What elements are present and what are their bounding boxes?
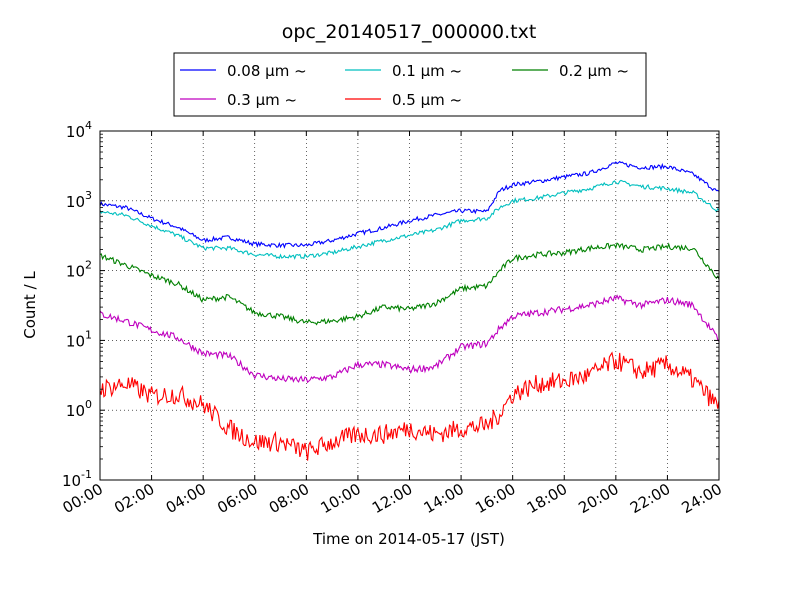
x-tick-label: 18:00 [524, 480, 570, 517]
axis-ticks [99, 130, 720, 481]
y-tick-label: 103 [66, 189, 92, 211]
y-tick-label: 104 [66, 119, 92, 141]
x-tick-label: 22:00 [627, 480, 673, 517]
legend: 0.08 μm ~ 0.1 μm ~ 0.2 μm ~ 0.3 μm ~ 0.5 μm … [173, 52, 647, 117]
x-tick-label: 20:00 [575, 480, 621, 517]
legend-label: 0.3 μm ~ [227, 91, 297, 109]
series-line [99, 294, 720, 384]
legend-label: 0.5 μm ~ [392, 91, 462, 109]
series-line [99, 179, 720, 260]
series-line [99, 351, 720, 461]
x-axis-label: Time on 2014-05-17 (JST) [312, 530, 505, 548]
legend-label: 0.1 μm ~ [392, 62, 462, 80]
y-tick-label: 100 [66, 398, 92, 420]
x-tick-label: 02:00 [111, 480, 157, 517]
series-line [99, 242, 720, 326]
y-tick-label: 102 [66, 259, 92, 281]
y-tick-label: 101 [66, 328, 92, 350]
y-tick-label: 10-1 [62, 468, 92, 490]
series-line [99, 160, 720, 249]
x-tick-label: 16:00 [472, 480, 518, 517]
x-axis: 00:00 02:00 04:00 06:00 08:00 10:00 12:00 14:00… [60, 480, 725, 517]
series-layer [99, 160, 720, 461]
x-tick-label: 24:00 [679, 480, 725, 517]
x-tick-label: 08:00 [266, 480, 312, 517]
grid [100, 131, 719, 480]
legend-label: 0.08 μm ~ [227, 62, 307, 80]
x-tick-label: 10:00 [317, 480, 363, 517]
x-tick-label: 04:00 [163, 480, 209, 517]
y-axis-label: Count / L [21, 271, 39, 339]
x-tick-label: 12:00 [369, 480, 415, 517]
x-tick-label: 06:00 [214, 480, 260, 517]
chart-title: opc_20140517_000000.txt [282, 21, 537, 43]
x-tick-label: 14:00 [421, 480, 467, 517]
legend-box [173, 52, 647, 117]
legend-label: 0.2 μm ~ [559, 62, 629, 80]
y-axis: 10-1 100 101 102 103 104 [62, 119, 92, 490]
